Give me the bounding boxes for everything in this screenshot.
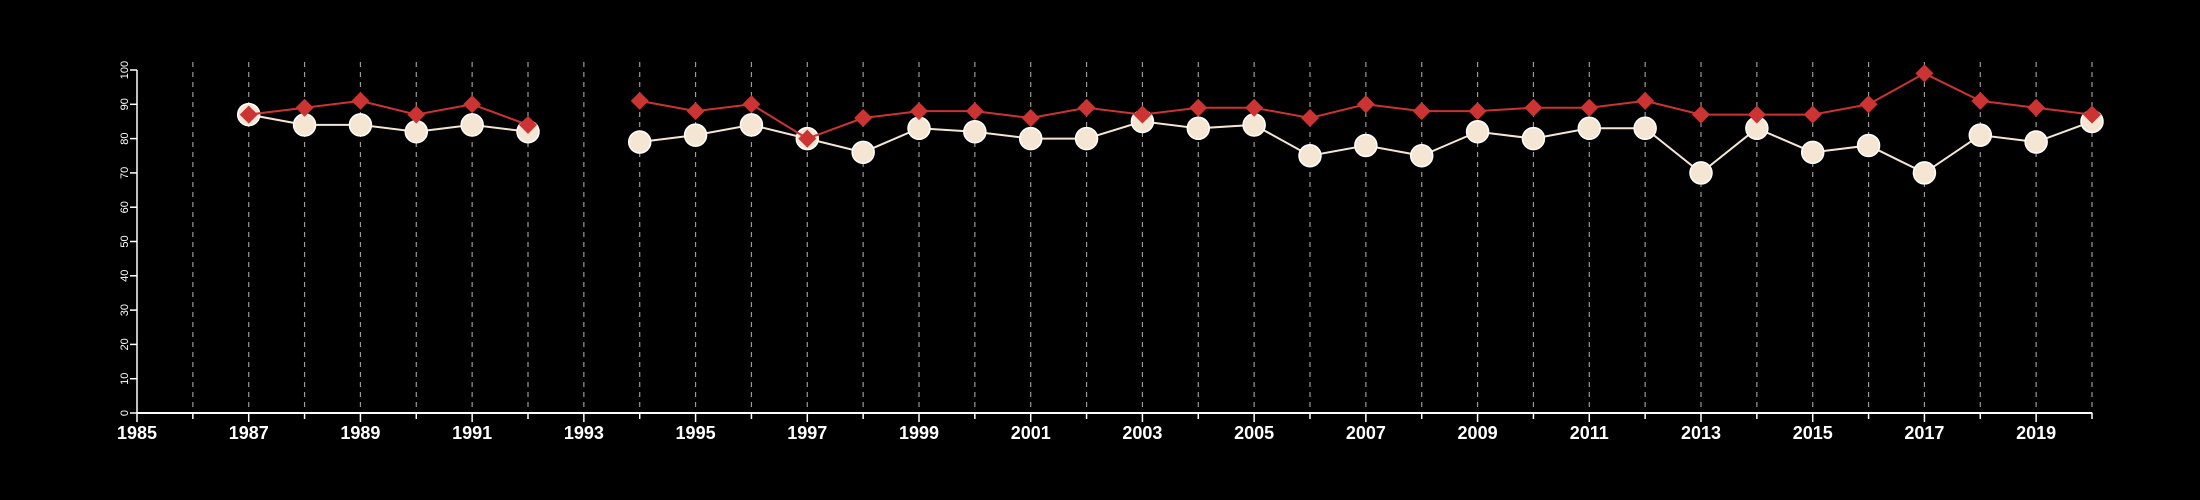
data-point-circle: [1018, 126, 1043, 151]
data-point-diamond: [1524, 98, 1543, 117]
x-tick-label: 1987: [229, 423, 269, 443]
data-point-circle: [739, 113, 764, 137]
series-diamond: [239, 64, 2101, 148]
data-point-circle: [1800, 140, 1825, 165]
y-tick-label: 0: [119, 410, 131, 416]
data-point-diamond: [1301, 109, 1319, 128]
y-tick-label: 50: [119, 235, 131, 247]
data-point-diamond: [1133, 105, 1152, 124]
series-circle: [236, 102, 2104, 185]
data-point-diamond: [1077, 98, 1096, 117]
data-point-diamond: [1580, 98, 1599, 117]
data-point-diamond: [1747, 105, 1766, 124]
data-point-circle: [1354, 133, 1378, 158]
data-point-diamond: [686, 102, 705, 121]
data-point-circle: [1409, 144, 1434, 168]
y-tick-label: 90: [119, 98, 131, 110]
y-tick-label: 60: [119, 201, 131, 213]
data-point-circle: [1912, 161, 1937, 185]
data-point-diamond: [1915, 64, 1934, 83]
data-point-circle: [404, 119, 429, 144]
data-point-circle: [907, 116, 931, 141]
data-point-circle: [1689, 161, 1713, 185]
data-point-circle: [1074, 126, 1099, 151]
x-tick-label: 2003: [1122, 423, 1162, 443]
data-point-diamond: [1636, 91, 1655, 110]
data-point-diamond: [910, 102, 928, 121]
series-layer: [236, 64, 2104, 185]
data-point-diamond: [1803, 105, 1822, 124]
x-tick-label: 2019: [2016, 423, 2056, 443]
data-point-circle: [851, 140, 875, 165]
data-point-circle: [292, 113, 317, 137]
data-point-diamond: [1356, 95, 1375, 114]
data-point-diamond: [1245, 98, 1264, 117]
y-tick-label: 10: [119, 373, 131, 385]
y-tick-label: 70: [119, 167, 131, 179]
data-point-diamond: [407, 105, 426, 124]
data-point-diamond: [1412, 102, 1431, 121]
data-point-diamond: [295, 98, 314, 117]
data-point-circle: [348, 113, 373, 137]
data-point-circle: [1633, 116, 1657, 141]
data-point-diamond: [2027, 98, 2046, 117]
axes: 0 10 20 30 40 50 60 70 80 90 100 1985 1987 1989 1991 19…: [117, 61, 2093, 443]
data-point-circle: [1465, 119, 1490, 144]
y-tick-label: 30: [119, 304, 131, 316]
x-tick-label: 1995: [676, 423, 716, 443]
data-point-diamond: [1859, 95, 1878, 114]
x-tick-label: 2015: [1793, 423, 1833, 443]
series-line-diamond: [248, 99, 529, 126]
data-point-circle: [683, 123, 708, 147]
data-point-circle: [1521, 126, 1546, 151]
x-tick-label: 1985: [117, 423, 157, 443]
data-point-diamond: [965, 102, 984, 121]
data-point-circle: [1968, 123, 1993, 147]
x-tick-label: 2007: [1346, 423, 1386, 443]
data-point-circle: [1242, 113, 1266, 137]
data-point-diamond: [1468, 102, 1487, 121]
data-point-diamond: [798, 129, 817, 148]
x-tick-label: 1991: [452, 423, 492, 443]
data-point-diamond: [351, 91, 370, 110]
x-tick-label: 1993: [564, 423, 604, 443]
x-tick-label: 2017: [1904, 423, 1944, 443]
data-point-diamond: [239, 105, 258, 124]
data-point-circle: [1577, 116, 1602, 141]
x-tick-label: 1989: [340, 423, 380, 443]
data-point-diamond: [1692, 105, 1710, 124]
x-tick-label: 2001: [1011, 423, 1051, 443]
x-tick-label: 2011: [1570, 423, 1609, 443]
series-line-circle: [248, 113, 529, 133]
data-point-diamond: [630, 91, 649, 110]
data-point-diamond: [2083, 105, 2101, 124]
data-point-diamond: [854, 109, 873, 128]
data-point-circle: [963, 119, 987, 144]
data-point-diamond: [1189, 98, 1208, 117]
data-point-circle: [2024, 130, 2048, 154]
data-point-circle: [1186, 116, 1211, 141]
data-point-diamond: [1021, 109, 1040, 128]
y-tick-label: 20: [119, 338, 131, 350]
grid-lines: [192, 62, 2093, 413]
y-tick-label: 40: [119, 270, 131, 282]
x-tick-label: 2005: [1234, 423, 1274, 443]
data-point-circle: [460, 113, 484, 137]
data-point-circle: [627, 130, 652, 154]
x-tick-label: 1997: [787, 423, 827, 443]
data-point-diamond: [463, 95, 482, 114]
data-point-diamond: [1971, 91, 1990, 110]
x-tick-label: 2009: [1458, 423, 1498, 443]
y-tick-label: 80: [119, 132, 131, 144]
y-tick-label: 100: [119, 61, 131, 79]
data-point-circle: [1298, 144, 1322, 168]
data-point-diamond: [519, 115, 537, 134]
x-tick-label: 1999: [899, 423, 939, 443]
data-point-circle: [1856, 133, 1881, 158]
data-point-diamond: [742, 95, 761, 114]
x-tick-label: 2013: [1681, 423, 1721, 443]
